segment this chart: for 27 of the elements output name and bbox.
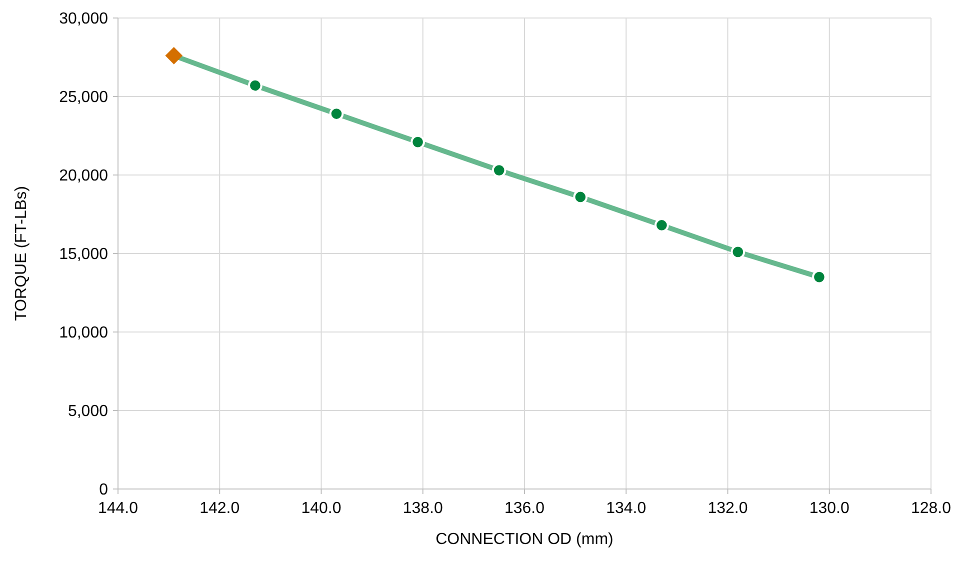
x-tick-label: 144.0: [98, 500, 138, 517]
x-tick-label: 138.0: [402, 500, 443, 517]
y-tick-label: 30,000: [59, 10, 108, 28]
y-tick-label: 15,000: [59, 246, 108, 264]
y-tick-label: 0: [99, 482, 108, 499]
x-tick-label: 136.0: [504, 500, 545, 517]
y-tick-label: 25,000: [59, 89, 108, 106]
y-tick-label: 20,000: [59, 168, 108, 185]
x-axis-title: CONNECTION OD (mm): [436, 531, 614, 548]
x-tick-label: 140.0: [301, 500, 342, 517]
point: [492, 163, 506, 178]
point: [573, 190, 588, 204]
x-tick-label: 132.0: [708, 500, 748, 517]
y-tick-label: 10,000: [59, 324, 108, 342]
point: [329, 106, 344, 121]
x-tick-label: 142.0: [200, 500, 240, 517]
x-tick-label: 134.0: [606, 500, 646, 517]
point: [812, 270, 826, 284]
y-axis-title: TORQUE (FT-LBs): [13, 186, 30, 321]
x-tick-label: 130.0: [809, 500, 850, 517]
point: [165, 47, 183, 64]
y-tick-label: 5,000: [68, 403, 108, 420]
x-tick-label: 128.0: [910, 500, 952, 517]
point: [654, 218, 669, 232]
point: [730, 244, 746, 260]
point: [248, 78, 262, 93]
point: [410, 134, 425, 150]
